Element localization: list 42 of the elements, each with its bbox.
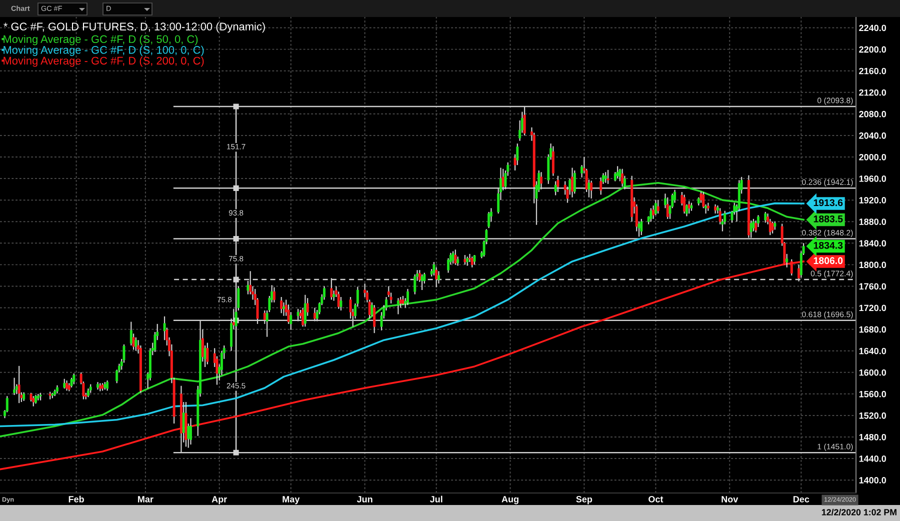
y-tick-label: 1640.0 (859, 348, 886, 354)
data-label: 1806.0 (814, 257, 843, 264)
y-tick-label: 1520.0 (859, 412, 886, 419)
y-tick-label: 1400.0 (859, 477, 886, 484)
data-label: 1913.6 (814, 199, 843, 206)
y-tick-label: 1760.0 (859, 283, 886, 290)
y-tick-label: 2040.0 (859, 132, 886, 139)
y-tick-label: 1840.0 (859, 240, 886, 247)
data-label: 1883.5 (814, 215, 843, 222)
x-tick-label: Feb (68, 496, 84, 502)
x-tick-label: Mar (138, 496, 154, 502)
legend-label: Moving Average - GC #F, D (S, 200, 0, C) (4, 56, 204, 67)
x-tick-label: Aug (502, 496, 518, 504)
y-tick-label: 2000.0 (859, 154, 886, 160)
x-tick-label: Sep (576, 496, 592, 504)
y-tick-label: 1920.0 (859, 197, 886, 204)
text: 1834.3 (814, 242, 843, 249)
y-tick-label: 2120.0 (859, 89, 886, 96)
y-tick-label: 1480.0 (859, 434, 886, 440)
y-tick-label: 1880.0 (859, 218, 886, 225)
y-tick-label: 2080.0 (859, 110, 886, 118)
chart-title: * GC #F, GOLD FUTURES, D, 13:00-12:00 (Dynamic) (4, 22, 265, 33)
y-tick-label: 1960.0 (859, 176, 886, 182)
text: 12/2/2020 1:02 PM (822, 508, 896, 516)
legend-label: Moving Average - GC #F, D (S, 50, 0, C) (4, 34, 198, 46)
x-tick-label: Oct (648, 496, 664, 502)
y-tick-label: 1440.0 (859, 456, 886, 462)
y-tick-label: 2200.0 (859, 46, 886, 53)
x-tick-label: Apr (212, 496, 227, 504)
y-tick-label: 1720.0 (859, 304, 886, 312)
x-tick-label: Jun (356, 496, 372, 502)
legend-label: Moving Average - GC #F, D (S, 100, 0, C) (4, 46, 204, 56)
x-tick-label: Nov (722, 496, 738, 502)
y-tick-label: 1680.0 (859, 326, 886, 333)
y-tick-label: 2160.0 (859, 68, 886, 74)
x-tick-label: Jul (430, 496, 442, 502)
y-tick-label: 1560.0 (859, 390, 886, 398)
x-tick-label: Dec (793, 496, 810, 502)
x-tick-label: May (282, 496, 300, 504)
y-tick-label: 1600.0 (859, 369, 886, 376)
y-tick-label: 2240.0 (859, 24, 886, 32)
y-tick-label: 1800.0 (859, 262, 886, 268)
